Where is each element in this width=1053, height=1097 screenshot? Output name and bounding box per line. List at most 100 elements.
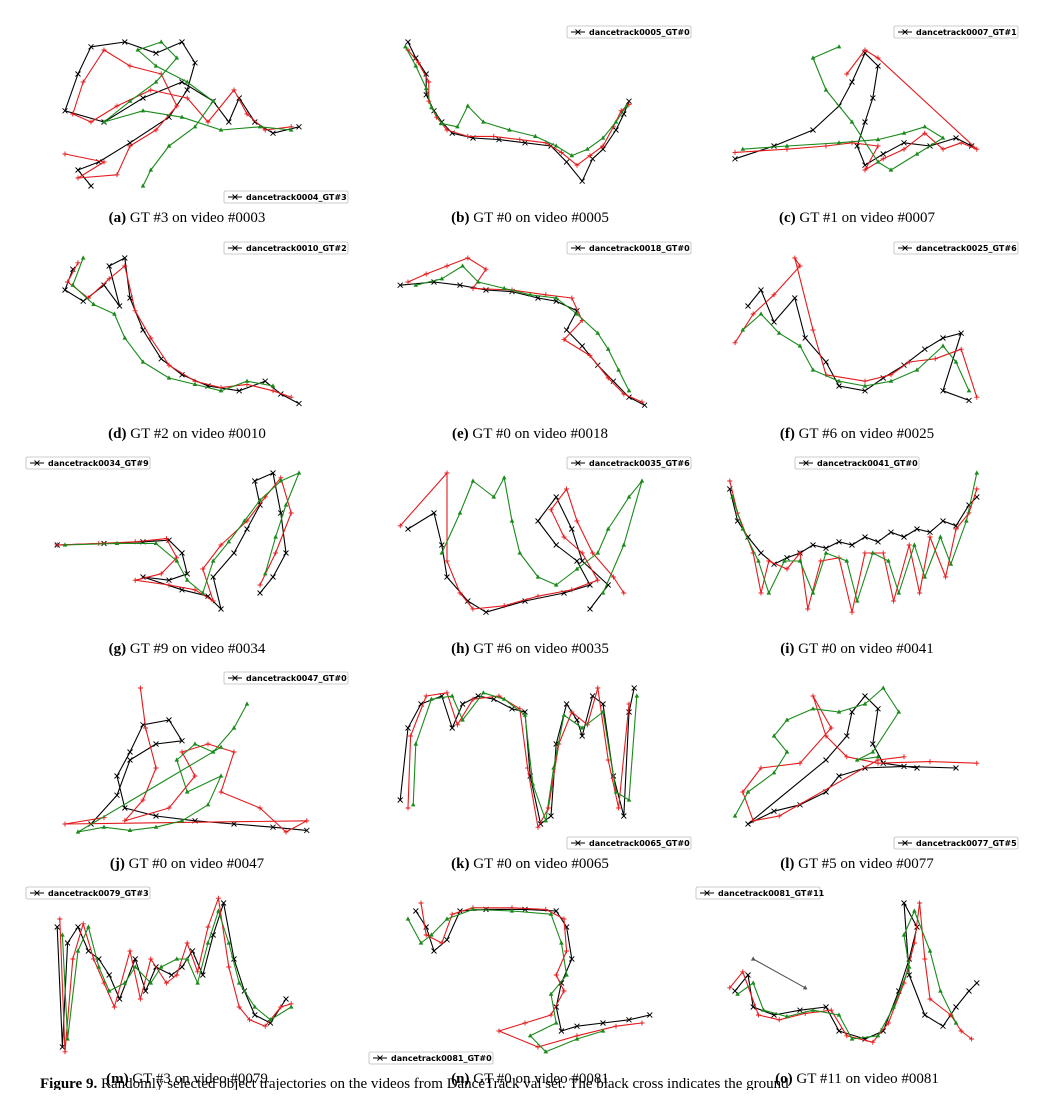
trajectory-plot: dancetrack0010_GT#2 xyxy=(62,241,349,407)
trajectory-marker xyxy=(761,1007,766,1012)
trajectory-marker xyxy=(940,146,946,152)
legend-box xyxy=(893,25,1019,39)
subfigure-caption-text: GT #0 on video #0081 xyxy=(469,1071,609,1087)
trajectory-marker xyxy=(522,906,528,913)
trajectory-marker xyxy=(927,529,933,536)
trajectory-marker xyxy=(613,1023,619,1029)
trajectory-marker xyxy=(491,494,497,499)
trajectory-marker xyxy=(940,343,946,348)
trajectory-marker xyxy=(80,921,86,927)
series-red xyxy=(740,693,980,824)
trajectory-marker xyxy=(823,1004,829,1010)
legend: dancetrack0034_GT#9 xyxy=(25,456,151,470)
trajectory-marker xyxy=(750,980,756,985)
trajectory-marker xyxy=(192,773,198,779)
trajectory-marker xyxy=(553,582,559,587)
legend-marker xyxy=(34,890,40,896)
trajectory-marker xyxy=(132,956,139,962)
subfigure-caption: (a) GT #3 on video #0003 xyxy=(22,210,352,227)
trajectory-marker xyxy=(418,940,424,945)
trajectory-marker xyxy=(953,1020,959,1025)
trajectory-marker xyxy=(771,808,777,815)
legend-marker xyxy=(232,194,238,200)
trajectory-marker xyxy=(423,85,429,90)
trajectory-marker xyxy=(849,119,855,124)
subfigure-caption-text: GT #3 on video #0079 xyxy=(128,1071,268,1087)
trajectory-marker xyxy=(75,924,81,930)
series-red xyxy=(62,47,294,181)
subfigure-caption: (c) GT #1 on video #0007 xyxy=(692,210,1022,227)
legend-label: dancetrack0010_GT#2 xyxy=(246,244,347,253)
trajectory-plot: dancetrack0025_GT#6 xyxy=(732,241,1019,404)
series-black xyxy=(54,900,289,1050)
trajectory-plot: dancetrack0081_GT#11 xyxy=(695,886,980,1045)
trajectory-marker xyxy=(810,55,816,60)
trajectory-marker xyxy=(205,593,211,600)
legend-label: dancetrack0065_GT#0 xyxy=(589,839,690,848)
trajectory-marker xyxy=(444,936,450,943)
trajectory-marker xyxy=(153,540,159,545)
trajectory-marker xyxy=(735,991,740,996)
trajectory-marker xyxy=(810,706,816,711)
trajectory-marker xyxy=(880,151,887,157)
trajectory-marker xyxy=(397,523,403,529)
trajectory-marker xyxy=(901,754,907,760)
series-red xyxy=(57,895,294,1055)
trajectory-marker xyxy=(966,397,972,404)
trajectory-marker xyxy=(750,311,756,317)
panel-m: dancetrack0079_GT#3 (m) GT #3 on video #0… xyxy=(22,883,352,1097)
trajectory-marker xyxy=(429,696,434,701)
trajectory-marker xyxy=(179,737,185,744)
trajectory-marker xyxy=(600,590,606,595)
trajectory-marker xyxy=(257,590,263,596)
legend-box xyxy=(223,671,349,685)
trajectory-marker xyxy=(958,140,964,146)
trajectory-marker xyxy=(836,1028,842,1034)
legend-marker xyxy=(902,245,908,251)
trajectory-marker xyxy=(888,372,894,378)
trajectory-marker xyxy=(914,367,920,372)
figure-caption: Figure 9. Randomly selected object traje… xyxy=(40,1076,1040,1090)
trajectory-marker xyxy=(574,558,580,564)
trajectory-marker xyxy=(200,590,206,595)
trajectory-marker xyxy=(140,797,146,803)
panel-h: dancetrack0035_GT#6 (h) GT #6 on video #0… xyxy=(365,453,695,667)
trajectory-plot: dancetrack0081_GT#0 xyxy=(368,900,653,1065)
legend-marker xyxy=(902,29,908,35)
subfigure-caption-text: GT #0 on video #0018 xyxy=(468,426,608,442)
trajectory-marker xyxy=(127,143,133,149)
trajectory-marker xyxy=(114,792,120,799)
subfigure-letter: (f) xyxy=(779,426,795,442)
legend-marker xyxy=(803,460,809,466)
trajectory-marker xyxy=(121,805,128,811)
panel-g: dancetrack0034_GT#9 (g) GT #9 on video #0… xyxy=(22,453,352,667)
trajectory-marker xyxy=(195,969,201,975)
trajectory-line xyxy=(441,477,643,594)
trajectory-marker xyxy=(927,534,933,540)
trajectory-marker xyxy=(888,378,894,383)
trajectory-marker xyxy=(444,127,450,133)
trajectory-marker xyxy=(836,378,842,383)
trajectory-marker xyxy=(205,741,211,747)
subfigure-caption-text: GT #2 on video #0010 xyxy=(126,426,266,442)
figure-caption-label: Figure 9. xyxy=(40,1076,98,1090)
trajectory-marker xyxy=(875,538,881,545)
trajectory-marker xyxy=(621,590,627,596)
subfigure-caption: (i) GT #0 on video #0041 xyxy=(692,641,1022,658)
trajectory-marker xyxy=(797,343,803,348)
trajectory-marker xyxy=(823,733,829,739)
trajectory-marker xyxy=(802,335,809,341)
trajectory-marker xyxy=(818,558,824,564)
trajectory-marker xyxy=(756,558,761,563)
trajectory-marker xyxy=(631,685,638,691)
trajectory-marker xyxy=(766,590,772,595)
series-green xyxy=(403,44,629,158)
trajectory-marker xyxy=(405,805,411,811)
trajectory-marker xyxy=(496,136,502,143)
trajectory-marker xyxy=(843,733,850,739)
trajectory-marker xyxy=(579,343,586,349)
trajectory-marker xyxy=(225,119,232,125)
trajectory-marker xyxy=(257,124,263,129)
trajectory-marker xyxy=(888,167,894,172)
legend-label: dancetrack0007_GT#1 xyxy=(916,28,1017,37)
